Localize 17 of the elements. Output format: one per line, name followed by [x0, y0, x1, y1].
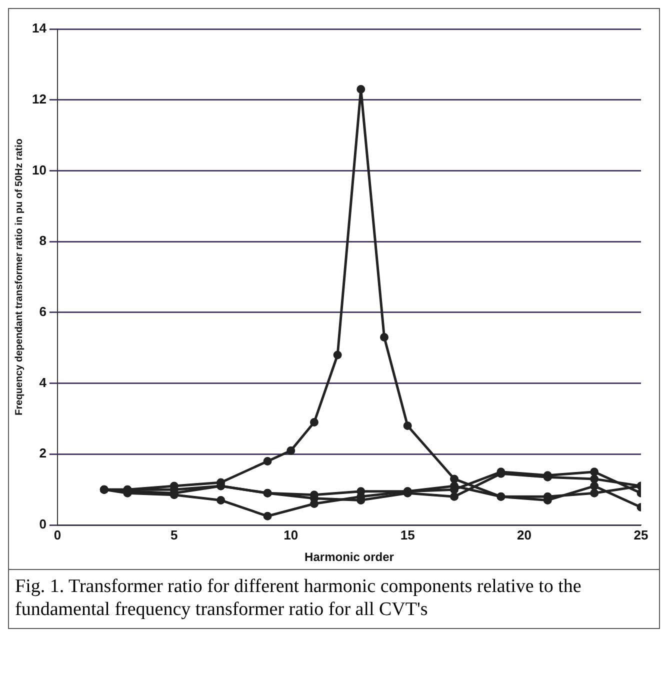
y-tick-label: 0: [39, 516, 46, 532]
x-tick-label: 25: [634, 527, 648, 542]
y-tick-label: 6: [39, 304, 46, 320]
x-tick-label: 0: [54, 527, 62, 542]
y-tick-label: 14: [32, 20, 48, 36]
caption: Fig. 1. Transformer ratio for different harmonic components relative to the fundamental frequency transformer ratio for all CVT's: [9, 569, 659, 628]
y-tick-label: 2: [39, 446, 46, 461]
x-tick-label: 10: [284, 527, 298, 542]
y-tick-label: 12: [32, 91, 46, 106]
x-tick-label: 15: [400, 527, 415, 542]
y-tick-label: 8: [39, 233, 46, 248]
x-tick-label: 20: [517, 527, 532, 542]
y-tick-label: 10: [32, 162, 46, 178]
x-axis-title: Harmonic order: [304, 550, 394, 564]
x-tick-label: 5: [170, 527, 178, 542]
y-tick-label: 4: [39, 374, 48, 390]
y-axis-title: Frequency dependant transformer ratio in pu of 50Hz ratio: [14, 138, 25, 416]
